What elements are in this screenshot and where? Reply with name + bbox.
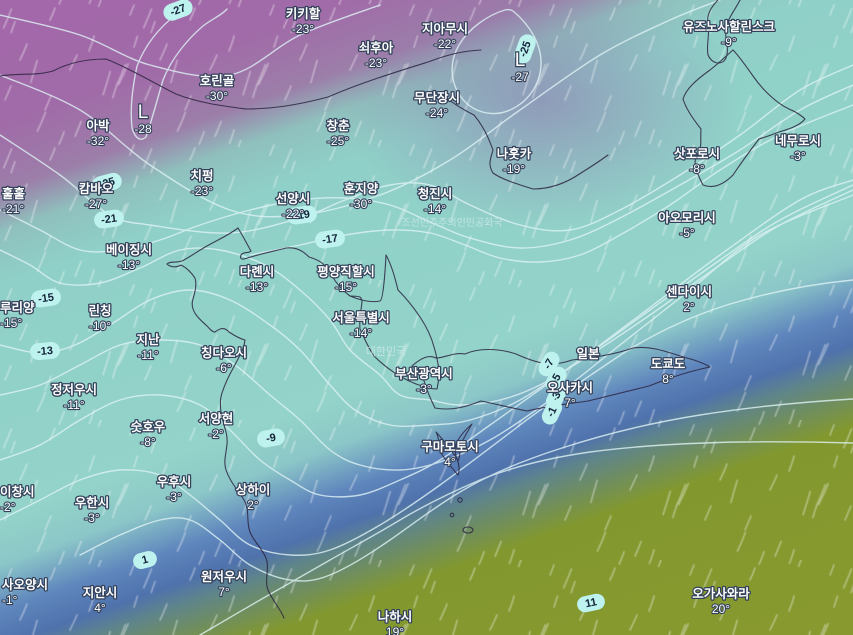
svg-text:원저우시: 원저우시	[201, 569, 247, 584]
svg-text:상하이: 상하이	[236, 482, 271, 497]
svg-text:숫호우: 숫호우	[131, 420, 166, 434]
svg-text:2°: 2°	[683, 300, 695, 314]
svg-text:우한시: 우한시	[75, 495, 110, 510]
svg-text:-22°: -22°	[434, 37, 456, 51]
svg-text:캄바오: 캄바오	[79, 181, 114, 196]
svg-text:훌훌: 훌훌	[2, 186, 26, 201]
svg-text:-3°: -3°	[790, 149, 806, 163]
svg-text:구마모토시: 구마모토시	[421, 439, 479, 454]
svg-text:훈지양: 훈지양	[344, 181, 379, 196]
svg-text:서울특별시: 서울특별시	[332, 310, 390, 325]
svg-text:나하시: 나하시	[378, 609, 413, 624]
svg-text:L: L	[515, 50, 526, 71]
svg-text:일본: 일본	[576, 347, 600, 361]
svg-text:선양시: 선양시	[276, 191, 311, 206]
svg-text:오사카시: 오사카시	[547, 380, 593, 395]
svg-text:-15°: -15°	[0, 316, 22, 330]
svg-text:-14°: -14°	[350, 326, 372, 340]
svg-text:-23°: -23°	[292, 22, 314, 36]
svg-text:-19°: -19°	[503, 162, 525, 176]
svg-text:-8°: -8°	[140, 435, 156, 449]
svg-text:L: L	[138, 102, 149, 123]
svg-text:지아무시: 지아무시	[422, 21, 468, 36]
svg-text:-6°: -6°	[216, 361, 232, 375]
svg-text:-13°: -13°	[118, 258, 140, 272]
svg-text:2°: 2°	[247, 498, 259, 512]
svg-text:4°: 4°	[94, 601, 106, 615]
svg-text:7°: 7°	[218, 585, 230, 599]
svg-text:-30°: -30°	[206, 89, 228, 103]
svg-text:7°: 7°	[564, 396, 576, 410]
svg-text:-9°: -9°	[721, 35, 737, 49]
svg-text:평양직할시: 평양직할시	[317, 264, 375, 279]
svg-text:부산광역시: 부산광역시	[395, 366, 453, 381]
svg-text:-11°: -11°	[63, 398, 84, 412]
svg-text:-11°: -11°	[137, 348, 158, 362]
svg-text:사오양시: 사오양시	[2, 577, 48, 592]
svg-text:-5°: -5°	[679, 226, 695, 240]
svg-text:-23°: -23°	[365, 56, 387, 70]
svg-text:-2°: -2°	[208, 427, 224, 441]
svg-text:다롄시: 다롄시	[240, 264, 275, 279]
svg-text:-21: -21	[100, 212, 117, 226]
svg-text:정저우시: 정저우시	[51, 382, 97, 397]
svg-text:베이징시: 베이징시	[106, 242, 152, 257]
svg-text:삿포로시: 삿포로시	[674, 146, 720, 161]
svg-text:루리양: 루리양	[0, 300, 35, 315]
svg-text:-23°: -23°	[191, 184, 213, 198]
svg-text:-28: -28	[134, 122, 152, 136]
svg-text:칭다오시: 칭다오시	[201, 345, 247, 360]
svg-text:서양현: 서양현	[199, 411, 234, 426]
svg-text:도쿄도: 도쿄도	[651, 357, 686, 371]
svg-text:청진시: 청진시	[418, 186, 453, 201]
svg-text:유즈노사할린스크: 유즈노사할린스크	[683, 19, 776, 34]
svg-text:-25°: -25°	[327, 134, 349, 148]
svg-text:-3°: -3°	[166, 490, 182, 504]
svg-text:쇠후아: 쇠후아	[359, 40, 394, 55]
svg-text:지안시: 지안시	[83, 585, 118, 600]
svg-text:-10°: -10°	[89, 319, 111, 333]
svg-text:린칭: 린칭	[88, 303, 111, 318]
svg-text:-3°: -3°	[84, 511, 100, 525]
svg-text:센다이시: 센다이시	[666, 284, 712, 299]
svg-text:-1°: -1°	[2, 593, 18, 607]
svg-text:-24°: -24°	[426, 106, 448, 120]
svg-text:무단장시: 무단장시	[414, 90, 460, 105]
svg-text:-9: -9	[265, 432, 277, 446]
svg-text:11: 11	[584, 596, 598, 610]
svg-text:-27: -27	[511, 70, 529, 84]
svg-text:-22°: -22°	[282, 207, 304, 221]
svg-text:호린골: 호린골	[200, 73, 235, 88]
svg-text:-8°: -8°	[689, 162, 705, 176]
svg-text:네무로시: 네무로시	[775, 133, 821, 148]
svg-text:조선민주주의인민공화국: 조선민주주의인민공화국	[401, 217, 502, 229]
svg-text:-27°: -27°	[85, 197, 107, 211]
svg-text:-3°: -3°	[416, 382, 432, 396]
svg-text:창춘: 창춘	[326, 118, 350, 133]
svg-text:지난: 지난	[136, 332, 160, 347]
svg-text:-21°: -21°	[2, 202, 24, 216]
svg-text:나홋카: 나홋카	[497, 146, 532, 161]
svg-text:19°: 19°	[386, 625, 404, 635]
svg-text:-15°: -15°	[335, 280, 357, 294]
svg-text:우후시: 우후시	[157, 474, 192, 489]
svg-text:키키할: 키키할	[286, 6, 321, 21]
svg-text:-17: -17	[321, 232, 338, 246]
svg-text:-30°: -30°	[350, 197, 372, 211]
svg-text:20°: 20°	[712, 602, 730, 616]
svg-text:치펑: 치펑	[190, 168, 213, 183]
svg-text:-32°: -32°	[87, 134, 109, 148]
svg-text:-13: -13	[37, 345, 54, 358]
svg-text:-15: -15	[37, 291, 54, 305]
svg-text:8°: 8°	[662, 372, 674, 386]
svg-text:아박: 아박	[86, 118, 110, 133]
svg-text:-2°: -2°	[0, 500, 16, 514]
svg-text:-14°: -14°	[424, 202, 446, 216]
svg-text:4°: 4°	[444, 455, 456, 469]
svg-text:대한민국: 대한민국	[366, 345, 406, 358]
svg-text:-13°: -13°	[246, 280, 268, 294]
svg-text:이창시: 이창시	[0, 484, 35, 499]
svg-text:오가사와라: 오가사와라	[692, 586, 750, 601]
svg-text:아오모리시: 아오모리시	[658, 210, 716, 225]
